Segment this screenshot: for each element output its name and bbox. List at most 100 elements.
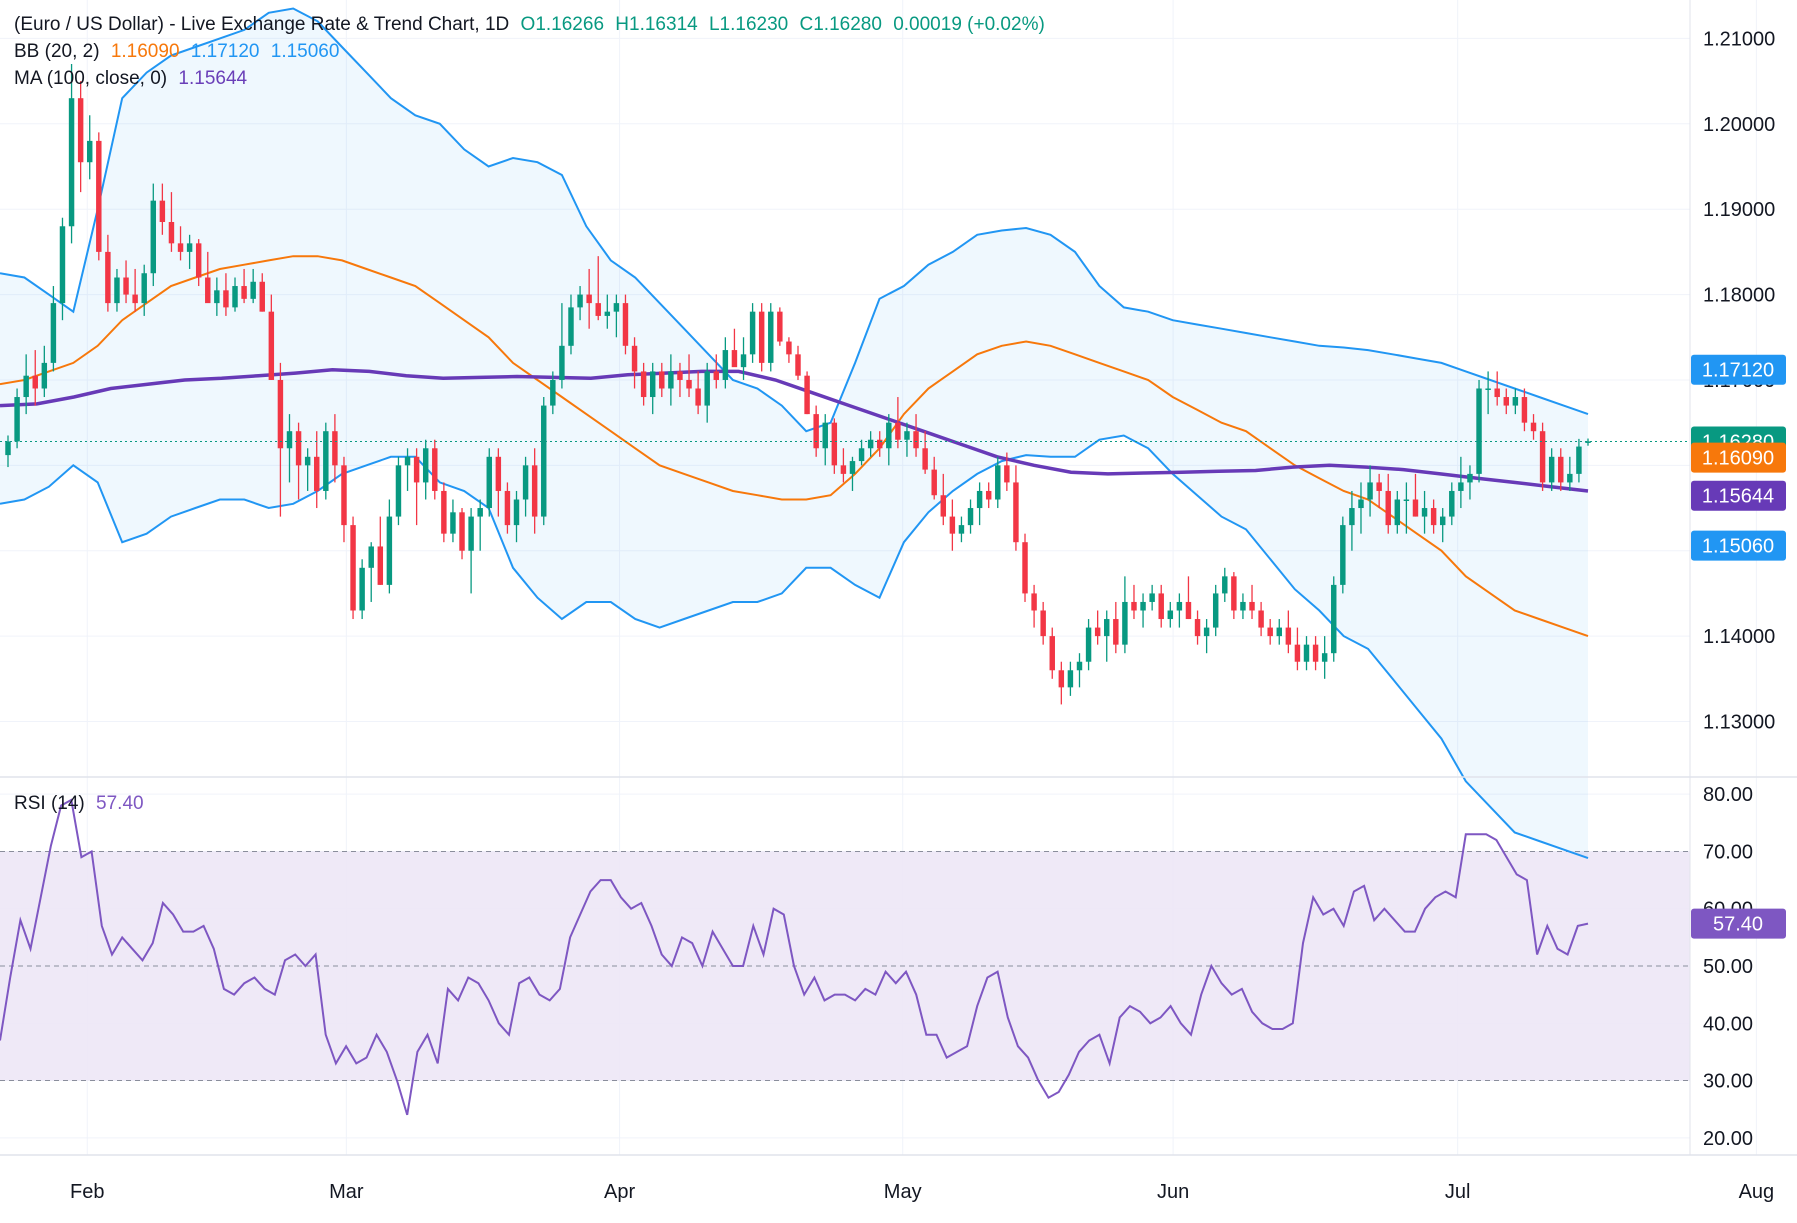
candle-body <box>731 350 738 368</box>
candle-body <box>468 516 474 551</box>
candle-body <box>795 354 801 376</box>
candle-body <box>141 273 147 304</box>
candle-body <box>441 490 447 534</box>
candle-body <box>323 431 329 491</box>
candle-body <box>96 140 102 252</box>
candle-body <box>87 140 93 163</box>
candle-body <box>1294 644 1301 662</box>
candle-body <box>550 379 556 406</box>
rsi-tag <box>1691 908 1786 939</box>
candle-body <box>985 490 992 500</box>
candle-body <box>1521 397 1528 423</box>
candle-body <box>1567 473 1573 483</box>
ohlc-close: C1.16280 <box>799 14 882 35</box>
bb-fill <box>0 8 1588 859</box>
rsi-tick-label: 80.00 <box>1703 784 1753 806</box>
candle-body <box>1158 593 1164 620</box>
candle-body <box>186 243 193 252</box>
candle-body <box>1539 431 1546 483</box>
price-tag-label: 1.16090 <box>1702 448 1774 470</box>
candle-body <box>295 431 302 466</box>
candle-body <box>286 431 293 449</box>
rsi-legend[interactable]: RSI (14) 57.40 <box>14 793 150 815</box>
candle-body <box>695 388 701 406</box>
candle-body <box>413 456 420 483</box>
candle-body <box>177 243 184 252</box>
rsi-overbought-oversold-zone <box>0 850 1690 1082</box>
candle-body <box>1312 644 1319 662</box>
candle-body <box>522 465 529 500</box>
candle-body <box>304 456 311 466</box>
candle-body <box>1321 653 1328 662</box>
candle-body <box>1285 627 1292 645</box>
bb-lower-value: 1.15060 <box>270 41 340 62</box>
main-legend: (Euro / US Dollar) - Live Exchange Rate … <box>14 14 1051 36</box>
price-tick-label: 1.21000 <box>1703 28 1775 50</box>
symbol-title[interactable]: (Euro / US Dollar) - Live Exchange Rate … <box>14 14 510 35</box>
candle-body <box>995 465 1001 500</box>
candle-body <box>940 495 947 517</box>
candle-body <box>1249 601 1255 611</box>
price-tag <box>1691 480 1786 511</box>
candle-body <box>777 311 783 342</box>
candle-body <box>1512 397 1519 406</box>
candle-body <box>214 290 220 304</box>
candle-body <box>341 465 347 526</box>
candle-body <box>168 222 175 244</box>
candle-body <box>268 311 275 380</box>
candle-body <box>740 354 747 368</box>
candle-body <box>1530 422 1537 432</box>
candle-body <box>1022 542 1028 594</box>
candle-body <box>1058 670 1065 688</box>
candle-body <box>659 371 665 389</box>
candle-body <box>1122 601 1128 645</box>
candle-body <box>867 439 874 449</box>
candle-body <box>259 281 265 312</box>
candle-body <box>495 456 502 491</box>
price-tick-label: 1.20000 <box>1703 114 1775 136</box>
candle-body <box>395 465 402 517</box>
rsi-series-line <box>0 798 1589 1116</box>
candle-body <box>958 525 965 534</box>
candle-body <box>1331 584 1337 654</box>
candle-body <box>1276 627 1282 637</box>
candle-body <box>1076 661 1083 671</box>
bb-legend[interactable]: BB (20, 2) 1.16090 1.17120 1.15060 <box>14 41 345 63</box>
candle-body <box>350 525 356 611</box>
candle-body <box>150 200 157 274</box>
candle-body <box>432 448 438 491</box>
candle-body <box>1094 627 1101 637</box>
price-tag-label: 1.15060 <box>1702 536 1774 558</box>
bb-upper-line <box>0 7 1589 433</box>
candle-body <box>1494 388 1500 398</box>
candle-body <box>114 277 120 304</box>
candle-body <box>14 397 20 442</box>
candle-body <box>758 311 765 363</box>
rsi-tick-label: 50.00 <box>1703 956 1753 978</box>
candle-body <box>41 362 48 389</box>
candle-body <box>68 98 75 227</box>
ohlc-open: O1.16266 <box>520 14 605 35</box>
candle-body <box>77 98 84 163</box>
candle-body <box>105 251 111 304</box>
candle-body <box>877 439 883 449</box>
candle-body <box>813 414 819 449</box>
month-tick-label: Aug <box>1739 1181 1775 1203</box>
candle-body <box>1358 499 1364 509</box>
price-tick-label: 1.18000 <box>1703 285 1775 307</box>
candle-body <box>649 371 656 398</box>
candle-body <box>1476 388 1482 474</box>
candle-body <box>368 546 374 568</box>
ohlc-low: L1.16230 <box>708 14 789 35</box>
candle-body <box>377 546 384 585</box>
candle-body <box>1394 499 1401 526</box>
month-tick-label: Jun <box>1157 1181 1189 1203</box>
candle-body <box>1131 601 1137 611</box>
candle-body <box>640 371 647 398</box>
candle-body <box>359 567 365 611</box>
price-tag <box>1691 442 1786 473</box>
bb-label: BB (20, 2) <box>14 41 100 62</box>
ma-legend[interactable]: MA (100, close, 0) 1.15644 <box>14 68 253 90</box>
candle-body <box>976 490 983 509</box>
